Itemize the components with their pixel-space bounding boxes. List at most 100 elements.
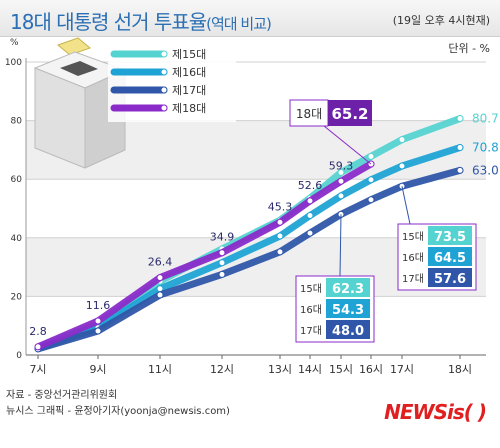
header-bar: 18대 대통령 선거 투표율(역대 비교) (19일 오후 4시현재) <box>0 0 500 37</box>
callout-label-box <box>289 99 329 127</box>
data-label: 59.3 <box>329 159 354 172</box>
x-tick-label: 17시 <box>390 363 414 376</box>
time-note: (19일 오후 4시현재) <box>392 14 490 27</box>
legend-marker <box>160 104 168 112</box>
table15-row-label: 15대 <box>300 283 322 295</box>
legend-marker <box>160 86 168 94</box>
table17-row-label: 16대 <box>402 252 424 264</box>
y-tick-label: 60 <box>11 175 23 185</box>
table17-row-value: 73.5 <box>434 230 466 245</box>
data-point <box>337 177 345 185</box>
data-label: 2.8 <box>29 325 47 338</box>
unit-label: 단위 - % <box>448 42 490 55</box>
callout-value: 65.2 <box>331 105 368 123</box>
data-point <box>456 115 464 123</box>
y-tick-label: 80 <box>11 117 23 127</box>
x-tick-label: 14시 <box>298 363 322 376</box>
data-label: 52.6 <box>298 179 323 192</box>
newsis-logo: NEWSis( ) <box>384 400 487 424</box>
data-point <box>276 248 284 256</box>
table15-leader <box>339 214 342 277</box>
data-label: 63.0 <box>472 163 499 177</box>
legend-label: 제18대 <box>172 102 206 115</box>
callout-leader <box>323 125 372 165</box>
table15-row-value: 62.3 <box>332 282 364 297</box>
table17-row-label: 15대 <box>402 231 424 243</box>
x-tick-label: 12시 <box>210 363 234 376</box>
data-point <box>94 317 102 325</box>
data-point <box>398 136 406 144</box>
percent-symbol: % <box>10 38 19 48</box>
table15-value-cell <box>326 278 370 297</box>
x-tick-label: 18시 <box>448 363 472 376</box>
data-point <box>337 192 345 200</box>
callout-label: 18대 <box>296 107 322 121</box>
credit-text: 뉴시스 그래픽 - 윤정아기자(yoonja@newsis.com) <box>6 406 230 417</box>
table17-row-value: 57.6 <box>434 272 466 287</box>
table17-leader <box>401 186 411 225</box>
data-point <box>456 166 464 174</box>
data-label: 80.7 <box>472 112 499 126</box>
data-point <box>306 229 314 237</box>
data-point <box>306 212 314 220</box>
table17-value-cell <box>428 268 472 287</box>
data-label: 70.8 <box>472 141 499 155</box>
y-tick-label: 20 <box>11 292 23 302</box>
source-text: 자료 - 중앙선거관리위원회 <box>6 390 118 401</box>
series-line <box>34 160 375 351</box>
table17-row-label: 17대 <box>402 273 424 285</box>
table17-value-cell <box>428 226 472 245</box>
data-label: 45.3 <box>268 200 293 213</box>
table15-row-value: 48.0 <box>332 324 364 339</box>
data-label: 34.9 <box>210 231 235 244</box>
data-point <box>367 196 375 204</box>
data-point <box>337 168 345 176</box>
legend-label: 제17대 <box>172 84 206 97</box>
data-point <box>306 197 314 205</box>
data-point <box>94 327 102 335</box>
data-point <box>398 162 406 170</box>
data-point <box>276 232 284 240</box>
table17-row-value: 64.5 <box>434 251 466 266</box>
ballot-paper <box>57 37 91 56</box>
data-point <box>367 152 375 160</box>
data-point <box>367 176 375 184</box>
data-point <box>156 291 164 299</box>
x-tick-label: 15시 <box>329 363 353 376</box>
legend-marker <box>160 50 168 58</box>
legend-label: 제16대 <box>172 66 206 79</box>
x-tick-label: 16시 <box>359 363 383 376</box>
legend-label: 제15대 <box>172 48 206 61</box>
y-tick-label: 100 <box>5 58 22 68</box>
data-point <box>218 259 226 267</box>
table17-value-cell <box>428 247 472 266</box>
data-label: 26.4 <box>148 256 173 269</box>
page-title: 18대 대통령 선거 투표율(역대 비교) <box>10 6 272 35</box>
data-point <box>218 249 226 257</box>
series-line <box>34 144 464 352</box>
ballot-box-slot <box>60 61 98 76</box>
table15-row-value: 54.3 <box>332 303 364 318</box>
table15-row-label: 17대 <box>300 325 322 337</box>
x-tick-label: 7시 <box>29 363 46 376</box>
data-point <box>34 343 42 351</box>
data-point <box>218 270 226 278</box>
legend-marker <box>160 68 168 76</box>
series-line <box>34 166 464 353</box>
x-tick-label: 13시 <box>268 363 292 376</box>
x-tick-label: 11시 <box>148 363 172 376</box>
data-point <box>156 274 164 282</box>
title-main: 18대 대통령 선거 투표율 <box>10 10 207 34</box>
x-tick-label: 9시 <box>89 363 106 376</box>
table15-row-label: 16대 <box>300 304 322 316</box>
table15-value-cell <box>326 299 370 318</box>
table15-value-cell <box>326 320 370 339</box>
y-tick-label: 40 <box>11 234 23 244</box>
data-point <box>456 144 464 152</box>
data-label: 11.6 <box>86 299 111 312</box>
title-subtitle: (역대 비교) <box>206 15 272 33</box>
callout-value-box <box>328 100 372 126</box>
data-point <box>276 218 284 226</box>
